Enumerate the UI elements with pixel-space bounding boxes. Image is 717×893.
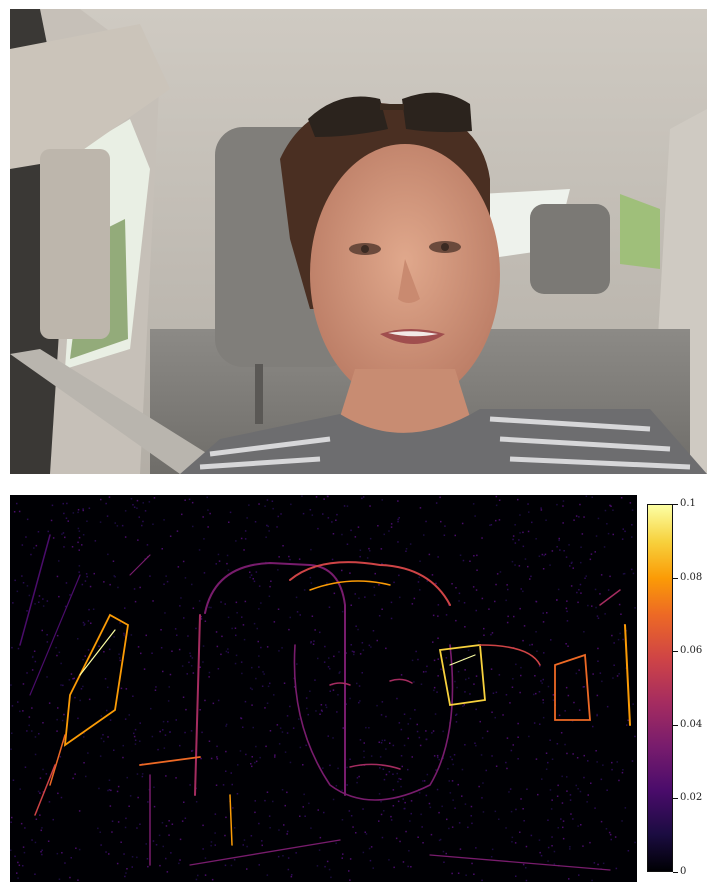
colorbar-tick <box>673 504 678 505</box>
colorbar-tick <box>673 651 678 652</box>
colorbar-tick <box>673 798 678 799</box>
colorbar-tick-label: 0.06 <box>680 645 703 656</box>
colorbar-tick-label: 0.04 <box>680 719 703 730</box>
colorbar <box>647 504 673 872</box>
colorbar-tick-label: 0.1 <box>680 498 696 509</box>
colorbar-tick <box>673 725 678 726</box>
colorbar-tick-label: 0.08 <box>680 572 703 583</box>
car-selfie-photo <box>10 9 707 474</box>
car-interior-illustration <box>10 9 707 474</box>
heatmap-edges <box>10 495 637 882</box>
colorbar-tick-label: 0 <box>680 866 687 877</box>
colorbar-tick <box>673 578 678 579</box>
colorbar-tick <box>673 872 678 873</box>
colorbar-tick-label: 0.02 <box>680 792 703 803</box>
heatmap-contours <box>19 534 631 871</box>
difference-heatmap <box>10 495 637 882</box>
